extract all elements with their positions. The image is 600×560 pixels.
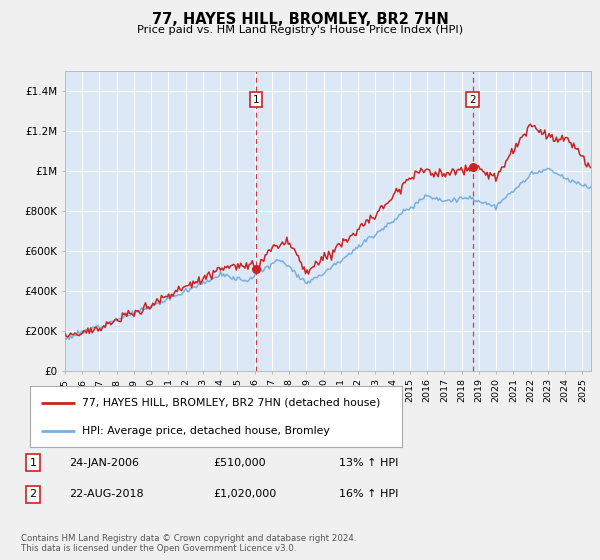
Text: 77, HAYES HILL, BROMLEY, BR2 7HN (detached house): 77, HAYES HILL, BROMLEY, BR2 7HN (detach…	[82, 398, 380, 408]
Text: 1: 1	[29, 458, 37, 468]
Text: 24-JAN-2006: 24-JAN-2006	[69, 458, 139, 468]
Text: 77, HAYES HILL, BROMLEY, BR2 7HN: 77, HAYES HILL, BROMLEY, BR2 7HN	[152, 12, 448, 27]
Text: 2: 2	[29, 489, 37, 500]
Text: 22-AUG-2018: 22-AUG-2018	[69, 489, 143, 500]
Text: 1: 1	[253, 95, 259, 105]
Text: £510,000: £510,000	[213, 458, 266, 468]
Text: 2: 2	[469, 95, 476, 105]
Text: HPI: Average price, detached house, Bromley: HPI: Average price, detached house, Brom…	[82, 426, 330, 436]
Text: 16% ↑ HPI: 16% ↑ HPI	[339, 489, 398, 500]
Text: Contains HM Land Registry data © Crown copyright and database right 2024.
This d: Contains HM Land Registry data © Crown c…	[21, 534, 356, 553]
Text: £1,020,000: £1,020,000	[213, 489, 276, 500]
Text: Price paid vs. HM Land Registry's House Price Index (HPI): Price paid vs. HM Land Registry's House …	[137, 25, 463, 35]
Text: 13% ↑ HPI: 13% ↑ HPI	[339, 458, 398, 468]
